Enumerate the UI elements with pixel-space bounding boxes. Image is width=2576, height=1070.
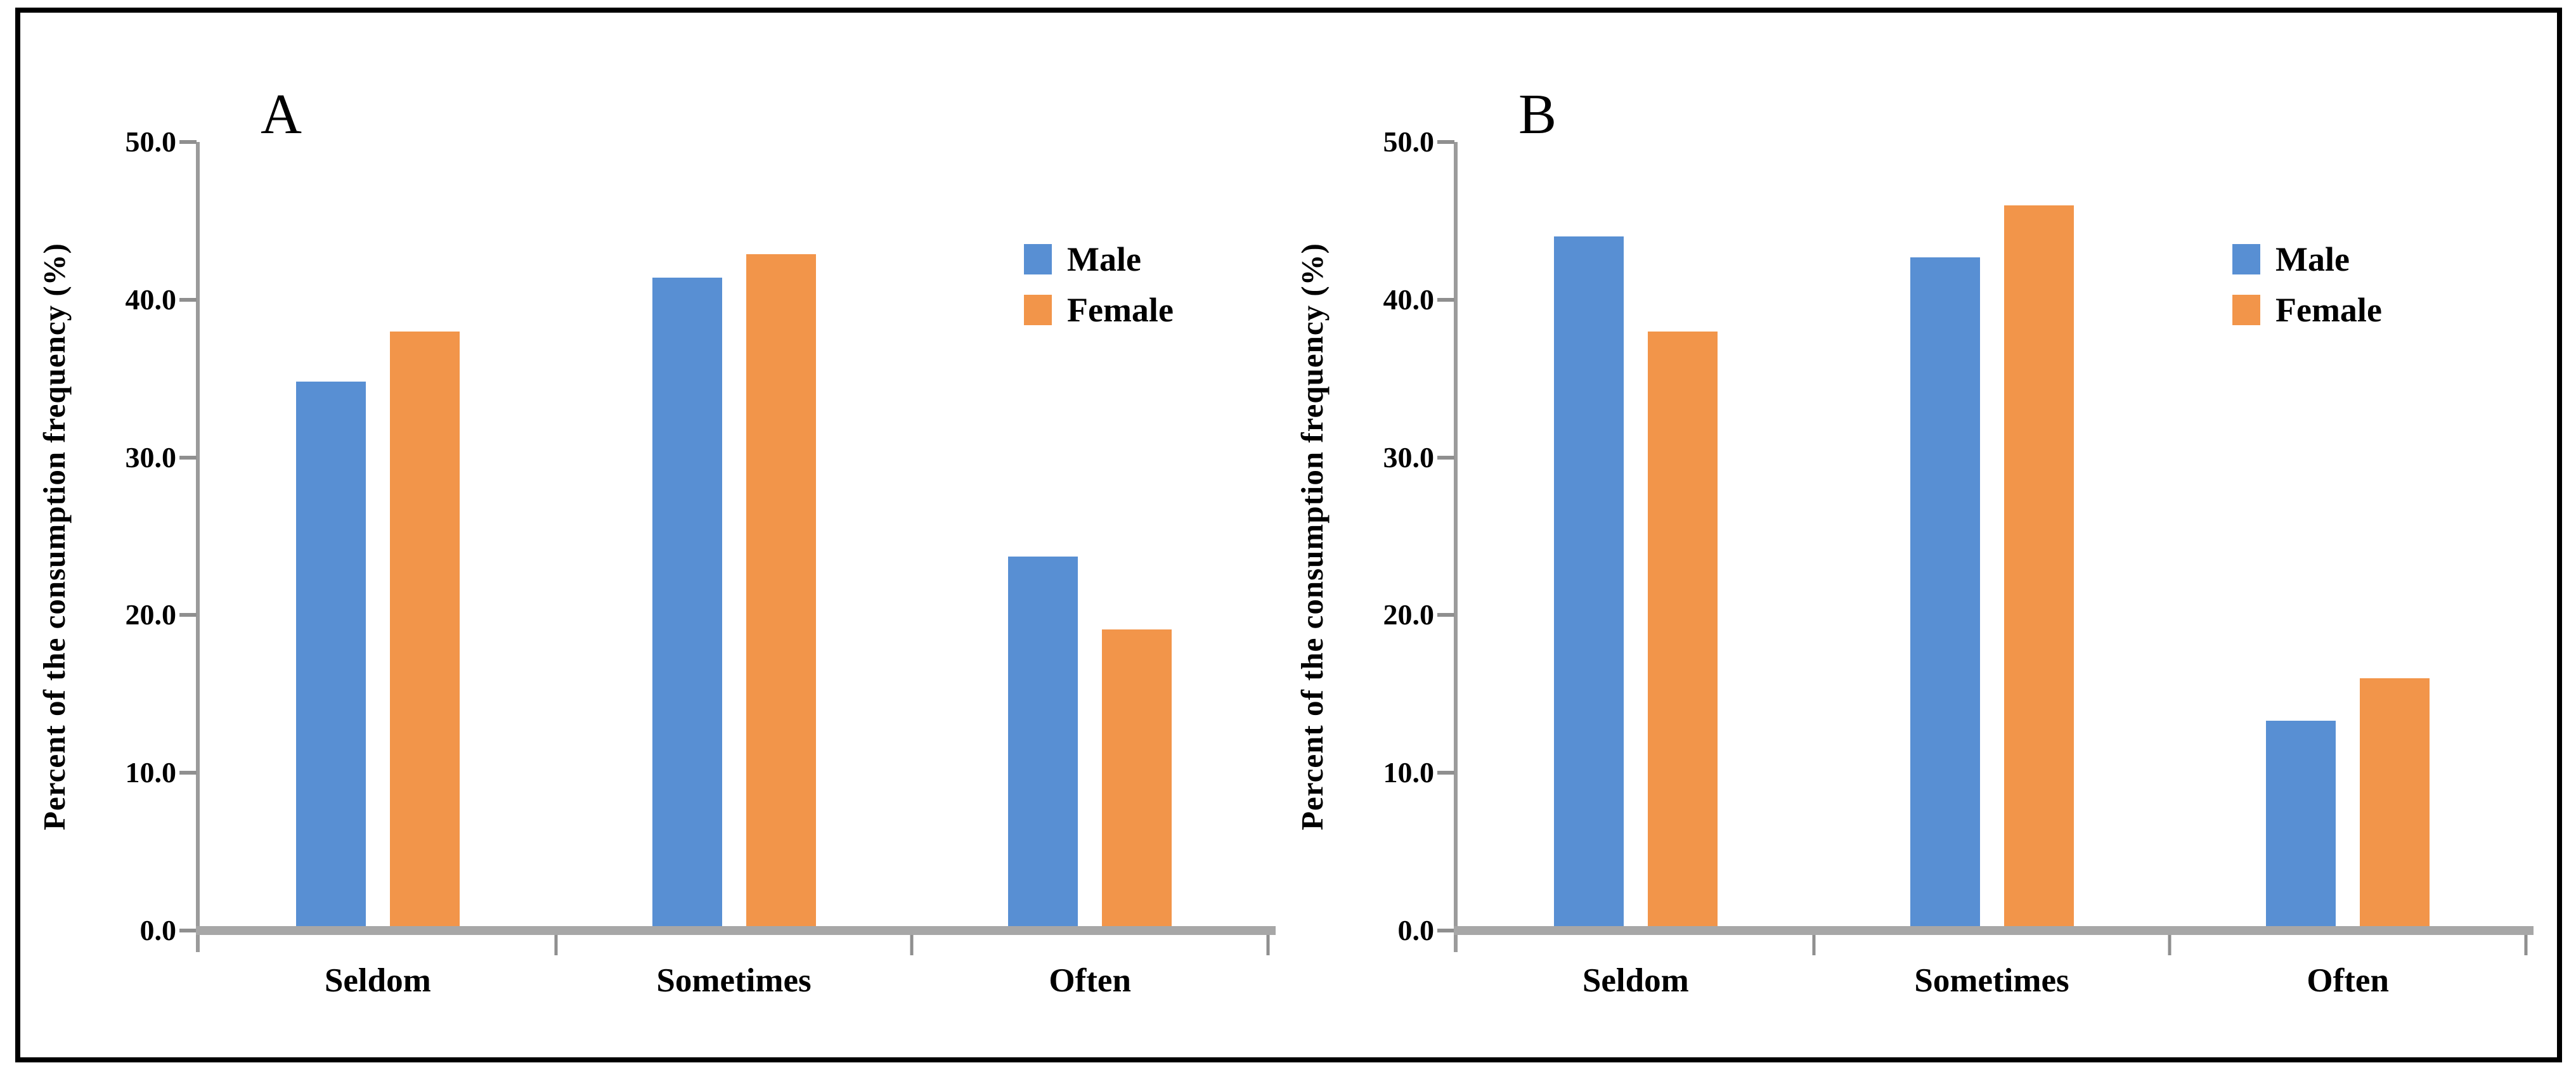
y-tick-mark xyxy=(179,455,197,460)
y-axis-tick-labels: 0.0 10.0 20.0 30.0 40.0 50.0 xyxy=(1339,127,1435,945)
category-label: Often xyxy=(2307,962,2389,999)
legend-label-male: Male xyxy=(2275,240,2350,278)
y-tick-mark xyxy=(179,140,197,144)
legend-swatch-male xyxy=(1024,244,1052,274)
y-axis-tick-marks xyxy=(1437,140,2526,932)
y-axis-tick-labels: 0.0 10.0 20.0 30.0 40.0 50.0 xyxy=(81,127,177,945)
x-axis-line xyxy=(196,926,1276,935)
legend-item-female: Female xyxy=(2232,293,2382,327)
panel-letter: A xyxy=(261,83,302,146)
legend-swatch-female xyxy=(1024,295,1052,325)
y-tick-label: 40.0 xyxy=(125,283,177,316)
legend-item-male: Male xyxy=(1024,242,1174,276)
y-tick-mark xyxy=(1437,771,1454,775)
bar-female-often xyxy=(2360,678,2430,931)
bar-female-seldom xyxy=(1647,331,1718,931)
y-tick-label: 30.0 xyxy=(125,441,177,474)
category-group-seldom xyxy=(1458,142,1814,931)
legend-label-female: Female xyxy=(1067,291,1174,329)
bar-female-sometimes xyxy=(2003,205,2074,931)
x-axis-tick xyxy=(910,935,914,955)
legend-label-male: Male xyxy=(1067,240,1141,278)
bar-female-sometimes xyxy=(746,254,816,931)
bar-male-sometimes xyxy=(1910,257,1980,931)
y-axis-line xyxy=(196,142,200,952)
bar-male-seldom xyxy=(295,382,366,931)
y-tick-mark xyxy=(1437,929,1454,932)
bar-male-sometimes xyxy=(652,277,722,931)
y-tick-mark xyxy=(179,613,197,617)
bar-female-seldom xyxy=(389,331,460,931)
y-tick-label: 20.0 xyxy=(1383,598,1435,631)
y-tick-mark xyxy=(1437,140,1454,144)
panel-letter: B xyxy=(1518,83,1557,146)
y-tick-mark xyxy=(179,297,197,302)
y-tick-label: 20.0 xyxy=(125,598,177,631)
y-tick-label: 30.0 xyxy=(1383,441,1435,474)
legend-item-male: Male xyxy=(2232,242,2382,276)
y-tick-label: 50.0 xyxy=(125,126,177,158)
figure-border xyxy=(15,8,2562,1062)
y-axis-title-text: Percent of the consumption frequency (%) xyxy=(36,242,72,830)
category-group-often xyxy=(2170,142,2526,931)
legend-swatch-male xyxy=(2232,244,2260,274)
legend: Male Female xyxy=(1024,242,1174,327)
category-group-sometimes xyxy=(556,142,912,931)
bar-male-seldom xyxy=(1553,236,1624,931)
category-axis-labels: Seldom Sometimes Often xyxy=(1458,961,2526,1002)
y-tick-label: 0.0 xyxy=(1397,914,1435,946)
category-axis-labels: Seldom Sometimes Often xyxy=(200,961,1268,1002)
plot-area: B Male Female xyxy=(1437,86,2534,955)
category-group-seldom xyxy=(200,142,556,931)
category-label: Sometimes xyxy=(656,962,812,999)
bar-female-often xyxy=(1102,629,1172,931)
y-tick-label: 50.0 xyxy=(1383,126,1435,158)
category-label: Sometimes xyxy=(1914,962,2069,999)
category-label: Seldom xyxy=(324,962,431,999)
x-axis-tick xyxy=(2168,935,2171,955)
y-tick-mark xyxy=(1437,455,1454,460)
legend-label-female: Female xyxy=(2275,291,2382,329)
y-tick-label: 40.0 xyxy=(1383,283,1435,316)
y-tick-mark xyxy=(1437,297,1454,302)
y-axis-line xyxy=(1454,142,1458,952)
y-axis-title-text: Percent of the consumption frequency (%) xyxy=(1294,242,1330,830)
y-tick-mark xyxy=(179,929,197,932)
y-tick-mark xyxy=(1437,613,1454,617)
y-tick-label: 10.0 xyxy=(125,756,177,789)
bar-male-often xyxy=(1008,557,1078,931)
y-tick-label: 10.0 xyxy=(1383,756,1435,789)
bar-male-often xyxy=(2266,721,2336,931)
category-group-often xyxy=(912,142,1268,931)
x-axis-tick xyxy=(1266,935,1270,955)
y-tick-label: 0.0 xyxy=(139,914,177,946)
bar-groups xyxy=(1458,142,2526,931)
y-axis-title: Percent of the consumption frequency (%) xyxy=(1290,142,1334,931)
bar-groups xyxy=(200,142,1268,931)
legend-item-female: Female xyxy=(1024,293,1174,327)
x-axis-tick xyxy=(1812,935,1816,955)
x-axis-line xyxy=(1454,926,2534,935)
x-axis-tick xyxy=(2524,935,2528,955)
legend: Male Female xyxy=(2232,242,2382,327)
y-axis-tick-marks xyxy=(179,140,1268,932)
y-tick-mark xyxy=(179,771,197,775)
legend-swatch-female xyxy=(2232,295,2260,325)
x-axis-tick xyxy=(554,935,558,955)
plot-area: A Male Female xyxy=(179,86,1276,955)
category-group-sometimes xyxy=(1814,142,2170,931)
y-axis-title: Percent of the consumption frequency (%) xyxy=(32,142,76,931)
category-label: Often xyxy=(1049,962,1131,999)
category-label: Seldom xyxy=(1582,962,1689,999)
